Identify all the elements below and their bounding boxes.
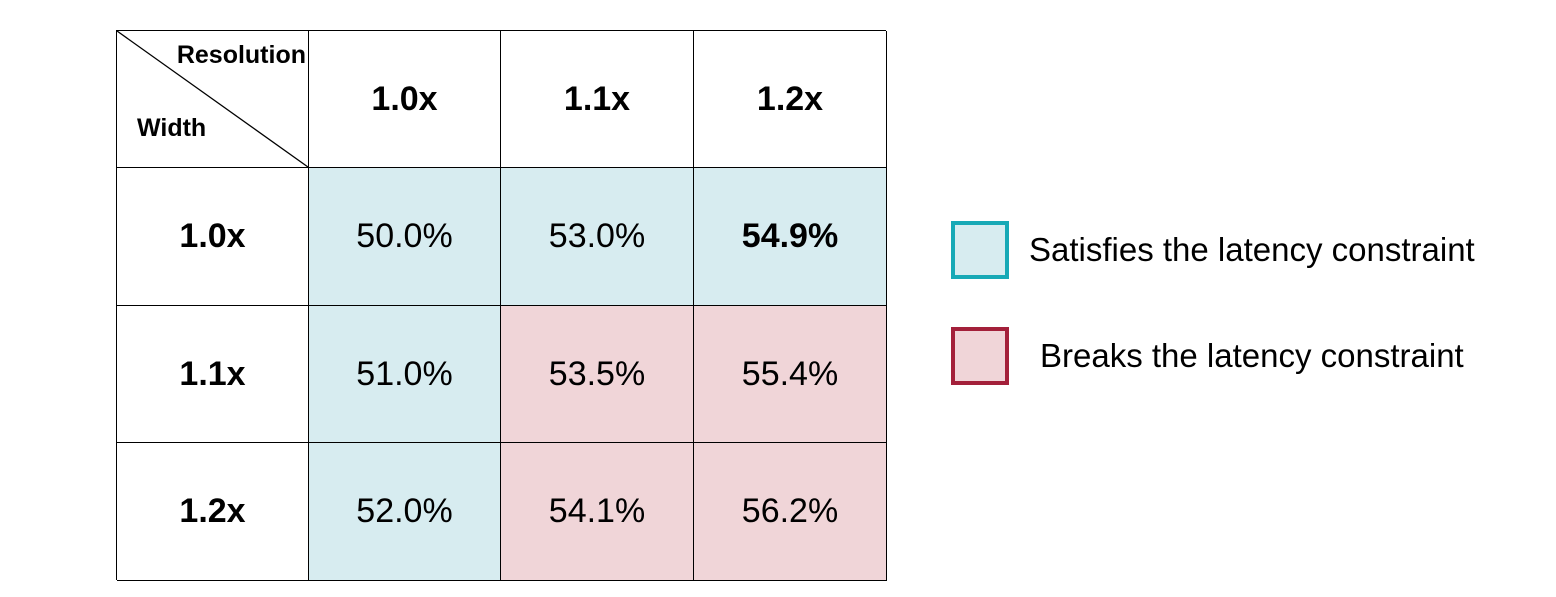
- legend-swatch: [951, 221, 1009, 279]
- table-cell: 53.0%: [501, 168, 694, 306]
- legend-swatch: [951, 327, 1009, 385]
- table-cell: 54.9%: [694, 168, 887, 306]
- legend-item-breaks: Breaks the latency constraint: [951, 327, 1464, 385]
- corner-diagonal-line: [117, 31, 308, 167]
- row-header: 1.0x: [117, 168, 309, 306]
- row-header: 1.2x: [117, 443, 309, 581]
- column-header: 1.0x: [309, 31, 501, 168]
- legend-label: Satisfies the latency constraint: [1029, 231, 1475, 268]
- table-cell: 50.0%: [309, 168, 501, 306]
- column-axis-label: Resolution: [176, 41, 306, 69]
- legend-label: Breaks the latency constraint: [1040, 337, 1464, 374]
- table-cell: 52.0%: [309, 443, 501, 581]
- latency-accuracy-table: Resolution Width 1.0x 1.1x 1.2x 1.0x 50.…: [116, 30, 887, 581]
- row-axis-label: Width: [137, 114, 207, 142]
- table-cell: 55.4%: [694, 306, 887, 443]
- legend-item-satisfies: Satisfies the latency constraint: [951, 221, 1475, 279]
- column-header: 1.2x: [694, 31, 887, 168]
- table-cell: 51.0%: [309, 306, 501, 443]
- table-corner-header: Resolution Width: [117, 31, 309, 168]
- table-cell: 54.1%: [501, 443, 694, 581]
- table-cell: 53.5%: [501, 306, 694, 443]
- row-header: 1.1x: [117, 306, 309, 443]
- table-cell: 56.2%: [694, 443, 887, 581]
- column-header: 1.1x: [501, 31, 694, 168]
